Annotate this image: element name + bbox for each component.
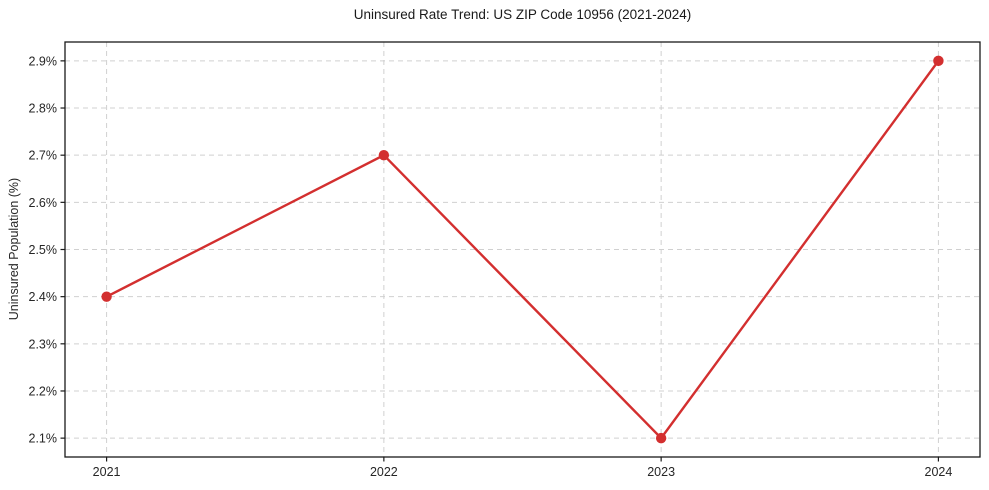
data-point-2023: [655, 432, 667, 444]
y-tick-label-2.1: 2.1%: [29, 432, 58, 446]
y-tick-label-2.3: 2.3%: [29, 337, 58, 351]
y-tick-label-2.6: 2.6%: [29, 196, 58, 210]
y-tick-label-2.8: 2.8%: [29, 102, 58, 116]
y-tick-label-2.7: 2.7%: [29, 149, 58, 163]
x-tick-label-2023: 2023: [647, 465, 675, 479]
y-tick-label-2.2: 2.2%: [29, 384, 58, 398]
y-tick-label-2.4: 2.4%: [29, 290, 58, 304]
data-point-2024: [933, 55, 944, 67]
y-tick-label-2.9: 2.9%: [29, 54, 58, 68]
plot-border: [64, 41, 981, 458]
x-tick-label-2021: 2021: [93, 465, 121, 479]
series-line-uninsured-rate: [105, 59, 940, 440]
chart-title: Uninsured Rate Trend: US ZIP Code 10956 …: [353, 7, 692, 22]
data-point-2021: [101, 291, 112, 302]
y-tick-label-2.5: 2.5%: [29, 243, 58, 257]
x-tick-label-2024: 2024: [925, 465, 953, 479]
data-point-2022: [378, 149, 390, 161]
x-tick-label-2022: 2022: [370, 465, 398, 479]
